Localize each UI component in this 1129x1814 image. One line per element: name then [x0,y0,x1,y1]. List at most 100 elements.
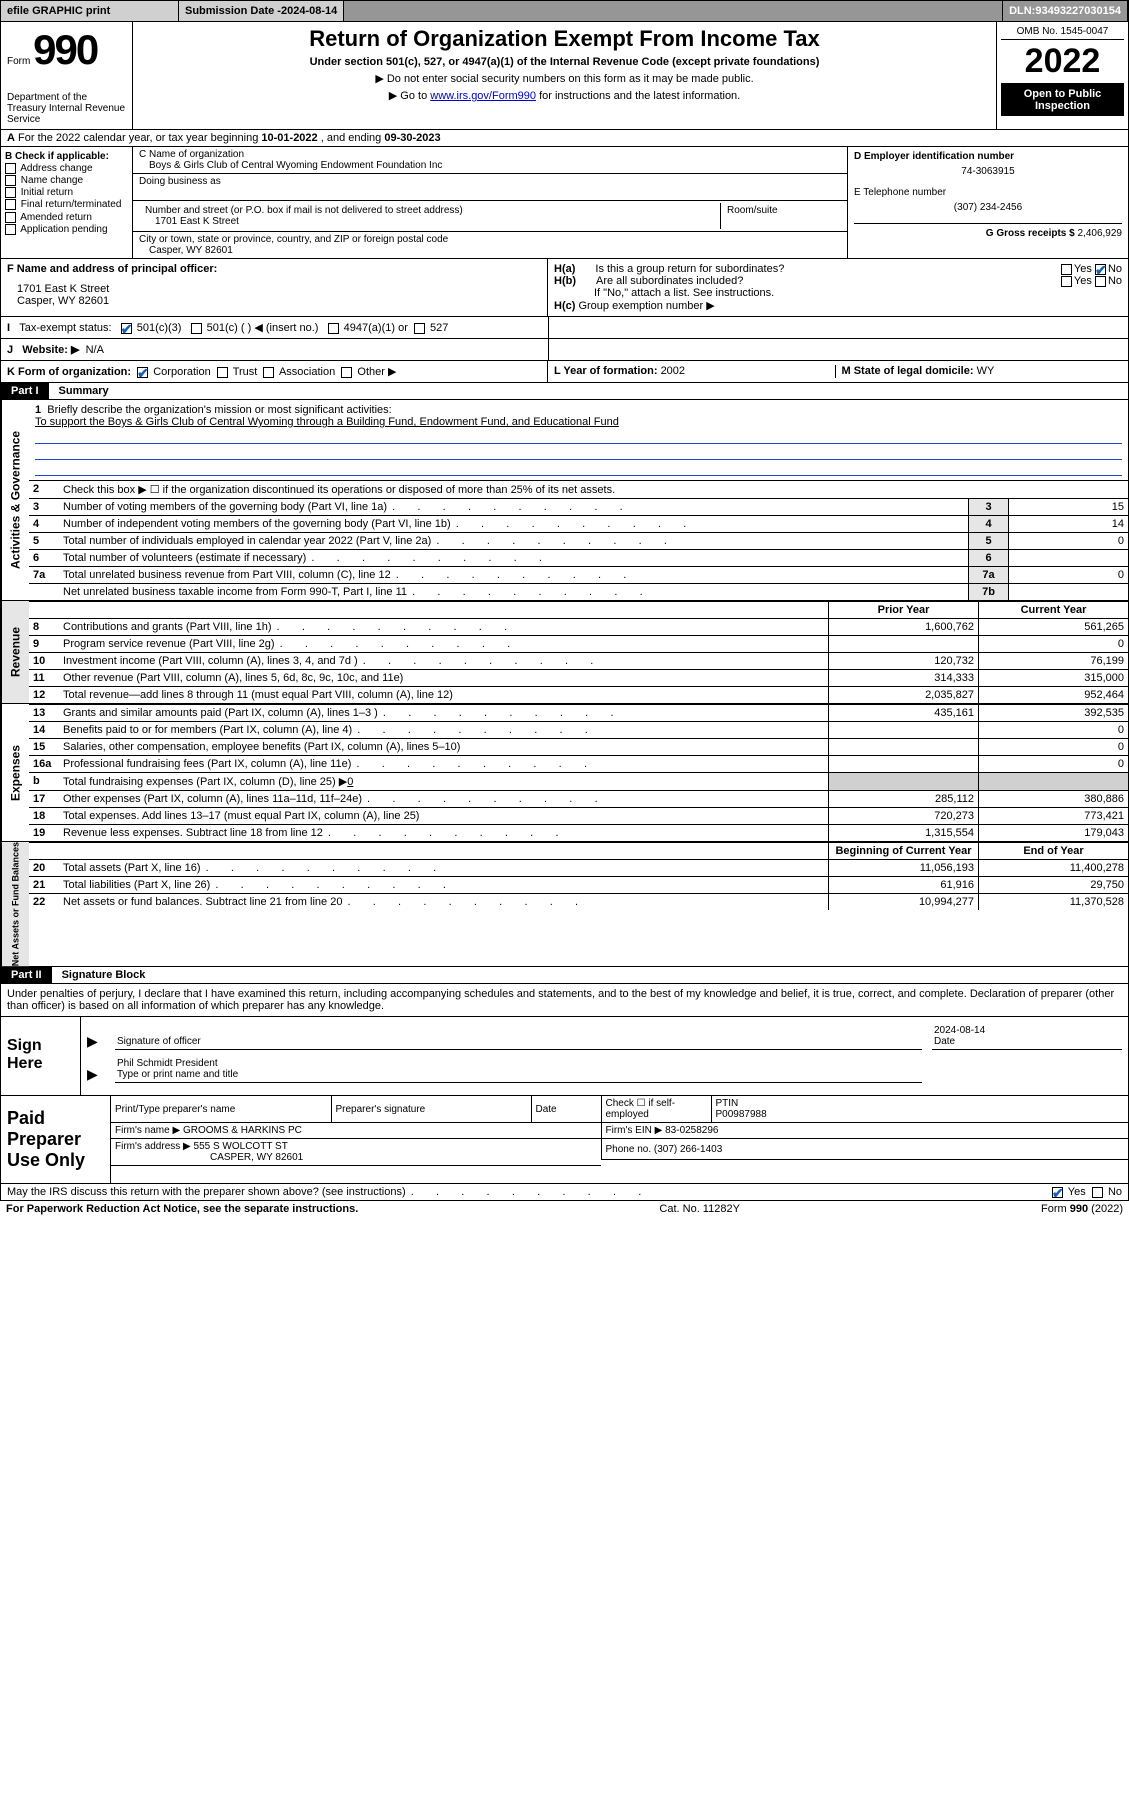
efile-label[interactable]: efile GRAPHIC print [1,1,179,21]
chk-527[interactable] [414,323,425,334]
section-j: J Website: ▶ N/A [1,339,548,360]
e-label: E Telephone number [854,187,1122,198]
phone-value: (307) 234-2456 [854,202,1122,213]
top-bar: efile GRAPHIC print Submission Date - 20… [0,0,1129,22]
c-name-label: C Name of organization [139,149,841,160]
check-self: Check ☐ if self-employed [601,1096,711,1123]
chk-final[interactable]: Final return/terminated [5,199,128,210]
part-ii-header: Part II Signature Block [0,967,1129,984]
ein-value: 74-3063915 [854,166,1122,177]
form-number: 990 [33,26,97,73]
firm-addr2: CASPER, WY 82601 [115,1152,303,1163]
line-21: 21Total liabilities (Part X, line 26)61,… [29,876,1128,893]
section-k: K Form of organization: Corporation Trus… [1,361,548,382]
website-value: N/A [86,344,104,356]
part-i-net: Net Assets or Fund Balances Beginning of… [0,842,1129,967]
line-22: 22Net assets or fund balances. Subtract … [29,893,1128,910]
chk-corp[interactable] [137,367,148,378]
submission-date: Submission Date - 2024-08-14 [179,1,344,21]
omb-number: OMB No. 1545-0047 [1001,26,1124,40]
section-deg: D Employer identification number 74-3063… [848,147,1128,258]
f-label: F Name and address of principal officer: [7,263,217,275]
officer-name-value: Phil Schmidt President [117,1058,920,1069]
firm-name: Firm's name ▶ GROOMS & HARKINS PC [111,1123,601,1139]
chk-501c[interactable] [191,323,202,334]
note2-post: for instructions and the latest informat… [536,90,740,102]
chk-4947[interactable] [328,323,339,334]
chk-trust[interactable] [217,367,228,378]
dln: DLN: 93493227030154 [1003,1,1128,21]
rowa-begin: 10-01-2022 [261,132,317,144]
arrow-icon [87,1066,115,1083]
line-7a: 7aTotal unrelated business revenue from … [29,566,1128,583]
preparer-table: Print/Type preparer's name Preparer's si… [111,1096,1128,1166]
firm-name-value: GROOMS & HARKINS PC [183,1125,302,1136]
line-1: 1 Briefly describe the organization's mi… [29,400,1128,480]
line-2: 2Check this box ▶ ☐ if the organization … [29,480,1128,498]
city-label: City or town, state or province, country… [139,234,841,245]
rowa-mid: , and ending [321,132,385,144]
footer-left: For Paperwork Reduction Act Notice, see … [6,1203,358,1215]
ptin-value: P00987988 [716,1109,767,1120]
rev-hdr: Prior YearCurrent Year [29,601,1128,618]
part-i-gov: Activities & Governance 1 Briefly descri… [0,400,1129,601]
form-header: Form 990 Department of the Treasury Inte… [0,22,1129,130]
room-label: Room/suite [721,203,841,229]
dln-value: 93493227030154 [1035,5,1121,17]
rowa-end: 09-30-2023 [384,132,440,144]
header-right: OMB No. 1545-0047 2022 Open to Public In… [996,22,1128,129]
part-ii-title: Signature Block [52,967,156,983]
form-word: Form [7,56,30,67]
h-ifno: If "No," attach a list. See instructions… [554,287,1122,299]
m-label: M State of legal domicile: [842,365,977,377]
line-10: 10Investment income (Part VIII, column (… [29,652,1128,669]
part-ii-body: Under penalties of perjury, I declare th… [0,984,1129,1184]
chk-yes[interactable] [1052,1187,1063,1198]
line-13: 13Grants and similar amounts paid (Part … [29,704,1128,721]
sig-officer-label: Signature of officer [115,1034,922,1050]
subdate-label: Submission Date - [185,5,281,17]
line-15: 15Salaries, other compensation, employee… [29,738,1128,755]
hc-label: Group exemption number ▶ [578,300,714,312]
chk-assoc[interactable] [263,367,274,378]
line-12: 12Total revenue—add lines 8 through 11 (… [29,686,1128,703]
rowa-pre: For the 2022 calendar year, or tax year … [18,132,261,144]
part-i-tag: Part I [1,383,49,399]
sign-here-label: Sign Here [1,1017,81,1095]
firm-phone: Phone no. (307) 266-1403 [601,1139,1128,1160]
block-bg: B Check if applicable: Address change Na… [0,147,1129,259]
part-i-title: Summary [49,383,119,399]
footer-cat: Cat. No. 11282Y [659,1203,740,1215]
sig-date-value: 2024-08-14 [934,1025,1120,1036]
chk-address[interactable]: Address change [5,163,128,174]
firm-addr: Firm's address ▶ 555 S WOLCOTT ST CASPER… [111,1139,601,1166]
hb-text: Are all subordinates included? [596,275,743,287]
chk-initial[interactable]: Initial return [5,187,128,198]
part-ii-tag: Part II [1,967,52,983]
irs-link[interactable]: www.irs.gov/Form990 [430,90,536,102]
chk-name[interactable]: Name change [5,175,128,186]
row-a: A For the 2022 calendar year, or tax yea… [0,130,1129,147]
firm-ein: Firm's EIN ▶ 83-0258296 [601,1123,1128,1139]
chk-501c3[interactable] [121,323,132,334]
penalties-text: Under penalties of perjury, I declare th… [1,984,1128,1016]
domicile: WY [977,365,995,377]
block-fm: F Name and address of principal officer:… [0,259,1129,383]
l-label: L Year of formation: [554,365,661,377]
org-name: Boys & Girls Club of Central Wyoming End… [139,160,841,171]
open-inspection: Open to Public Inspection [1001,84,1124,116]
topbar-spacer [344,1,1003,21]
may-irs-row: May the IRS discuss this return with the… [0,1184,1129,1201]
chk-amended[interactable]: Amended return [5,212,128,223]
arrow-icon [87,1033,115,1050]
chk-other[interactable] [341,367,352,378]
mission-label: Briefly describe the organization's miss… [47,404,391,416]
chk-pending[interactable]: Application pending [5,224,128,235]
f-addr1: 1701 East K Street [7,283,541,295]
sign-here: Sign Here Signature of officer 2024-08-1… [1,1016,1128,1095]
chk-no[interactable] [1092,1187,1103,1198]
line-4: 4Number of independent voting members of… [29,515,1128,532]
mission-text: To support the Boys & Girls Club of Cent… [35,416,1122,428]
k-label: K Form of organization: [7,366,131,378]
line-7b: Net unrelated business taxable income fr… [29,583,1128,600]
